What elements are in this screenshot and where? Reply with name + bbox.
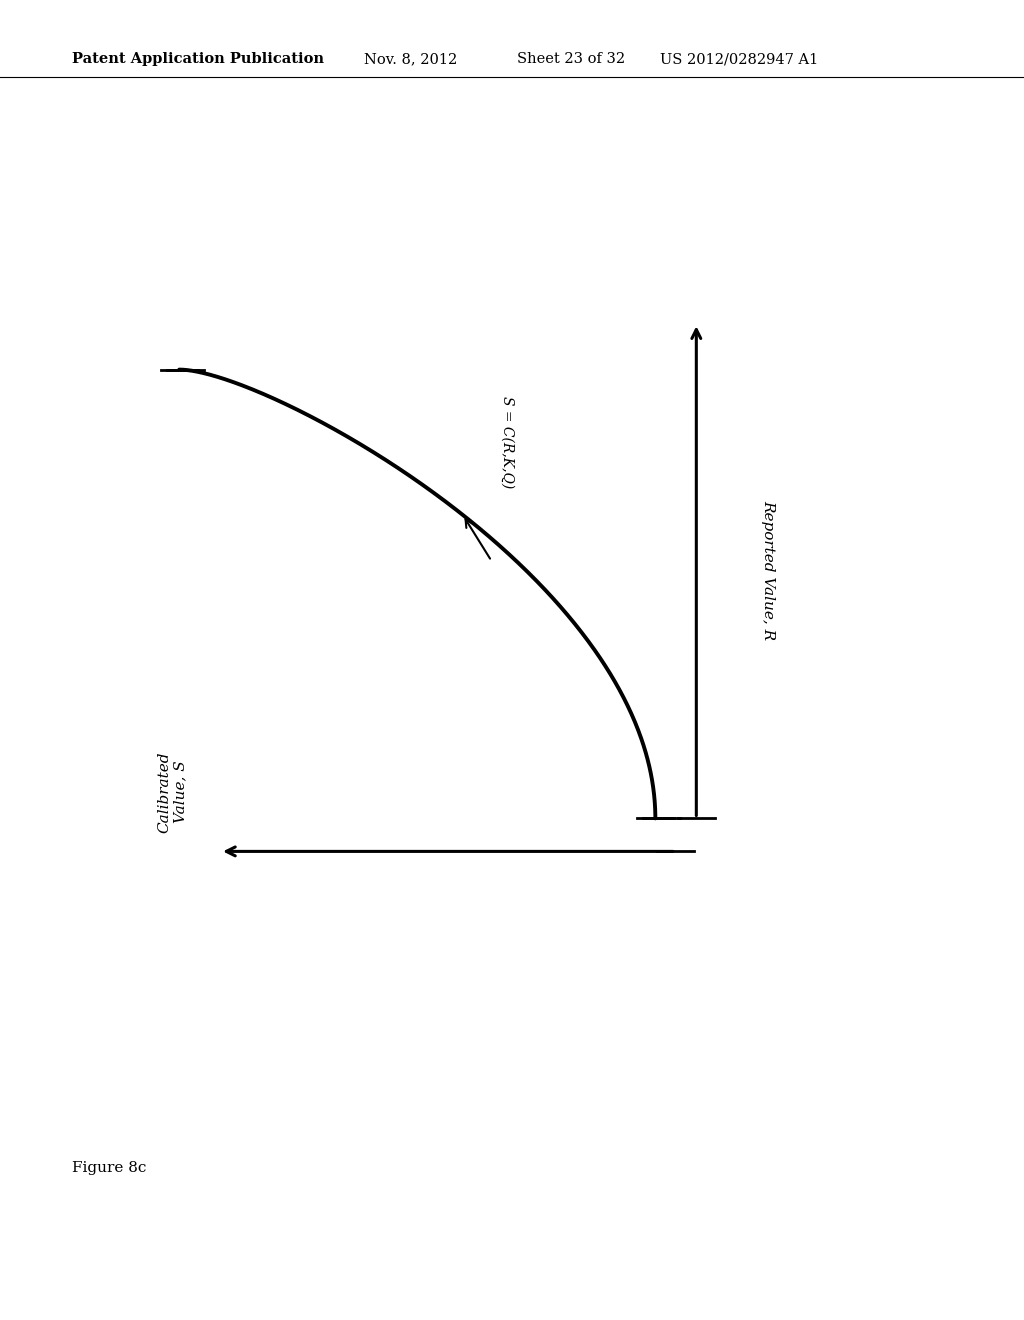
Text: S = C(R,K,Q): S = C(R,K,Q): [500, 396, 514, 488]
Text: Patent Application Publication: Patent Application Publication: [72, 53, 324, 66]
Text: US 2012/0282947 A1: US 2012/0282947 A1: [660, 53, 819, 66]
Text: Nov. 8, 2012: Nov. 8, 2012: [364, 53, 457, 66]
Text: Sheet 23 of 32: Sheet 23 of 32: [517, 53, 626, 66]
Text: Figure 8c: Figure 8c: [72, 1162, 146, 1175]
Text: Reported Value, R: Reported Value, R: [761, 500, 775, 640]
Text: Calibrated
Value, S: Calibrated Value, S: [157, 751, 187, 833]
